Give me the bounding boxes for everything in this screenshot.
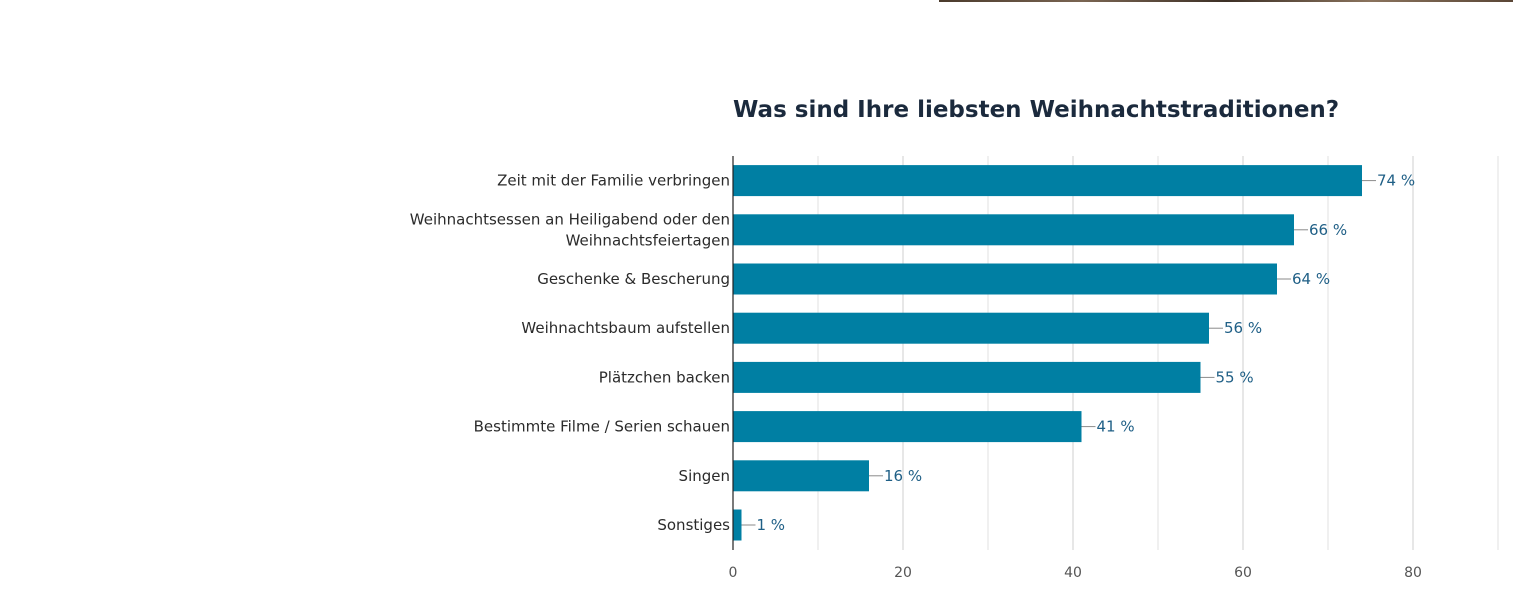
category-label: Singen [679, 467, 730, 485]
category-label: Sonstiges [657, 516, 730, 534]
x-tick-label: 20 [894, 565, 912, 581]
category-label: Zeit mit der Familie verbringen [497, 172, 730, 190]
data-label: 64 % [1292, 270, 1330, 288]
x-tick-label: 0 [729, 565, 738, 581]
bar [733, 411, 1082, 443]
header-image-edge [939, 0, 1513, 2]
data-label: 56 % [1224, 319, 1262, 337]
x-tick-label: 60 [1234, 565, 1252, 581]
category-label: Plätzchen backen [599, 368, 730, 386]
x-tick-label: 40 [1064, 565, 1082, 581]
data-label: 16 % [884, 467, 922, 485]
bar [733, 509, 742, 541]
category-label: Weihnachtsbaum aufstellen [521, 319, 730, 337]
data-label: 1 % [757, 516, 786, 534]
bar [733, 165, 1362, 197]
chart-title: Was sind Ihre liebsten Weihnachtstraditi… [733, 97, 1340, 123]
data-label: 41 % [1097, 418, 1135, 436]
bar [733, 312, 1209, 344]
data-label: 74 % [1377, 172, 1415, 190]
bar [733, 361, 1201, 393]
x-tick-label: 80 [1404, 565, 1422, 581]
category-label: Weihnachtsfeiertagen [566, 231, 730, 249]
category-label: Bestimmte Filme / Serien schauen [474, 418, 730, 436]
bar [733, 214, 1294, 246]
category-label: Weihnachtsessen an Heiligabend oder den [410, 210, 730, 228]
bar [733, 263, 1277, 295]
data-label: 55 % [1216, 368, 1254, 386]
data-label: 66 % [1309, 221, 1347, 239]
category-label: Geschenke & Bescherung [537, 270, 730, 288]
bar [733, 460, 869, 492]
